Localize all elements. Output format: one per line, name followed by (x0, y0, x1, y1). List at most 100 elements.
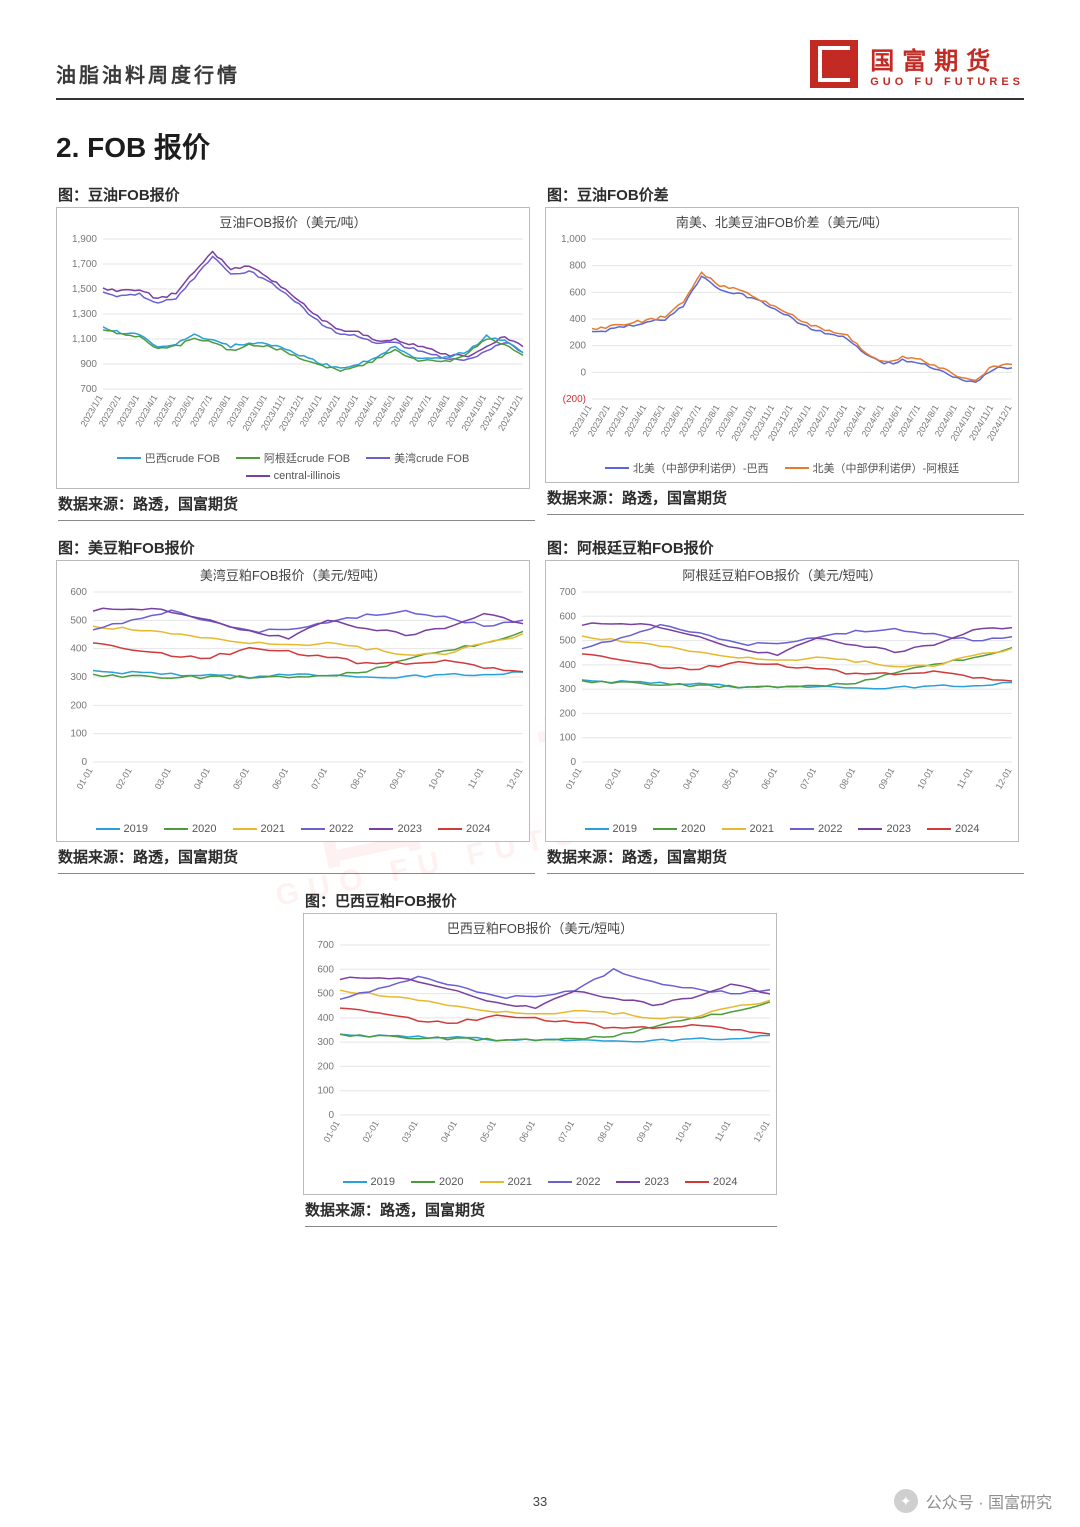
svg-text:100: 100 (70, 729, 87, 740)
series-year2024 (93, 643, 523, 672)
doc-title: 油脂油料周度行情 (56, 59, 240, 88)
svg-text:400: 400 (559, 660, 576, 671)
legend-item: 2023 (616, 1176, 668, 1188)
svg-text:06-01: 06-01 (517, 1119, 537, 1144)
legend-item: 2024 (927, 823, 979, 835)
chart-soyoil_fob: 豆油FOB报价（美元/吨）7009001,1001,3001,5001,7001… (56, 207, 530, 489)
svg-text:200: 200 (559, 708, 576, 719)
svg-text:700: 700 (317, 941, 334, 951)
series-year2022 (93, 610, 523, 632)
legend-label: 2024 (713, 1176, 737, 1188)
legend-swatch (164, 828, 188, 830)
section-title: 2. FOB 报价 (56, 126, 1024, 166)
legend-label: 2020 (439, 1176, 463, 1188)
brand-logo-icon (810, 40, 858, 88)
svg-text:12-01: 12-01 (752, 1119, 772, 1144)
series-crude_illinois (103, 252, 523, 357)
chart-legend: 北美（中部伊利诺伊）-巴西北美（中部伊利诺伊）-阿根廷 (546, 456, 1018, 482)
legend-swatch (236, 457, 260, 459)
svg-text:05-01: 05-01 (231, 766, 251, 791)
legend-item: 2024 (685, 1176, 737, 1188)
svg-text:600: 600 (317, 964, 334, 975)
chart-label: 图：豆油FOB价差 (547, 184, 1024, 205)
legend-item: 2019 (343, 1176, 395, 1188)
svg-text:200: 200 (70, 700, 87, 711)
legend-label: 2019 (371, 1176, 395, 1188)
legend-swatch (616, 1181, 640, 1183)
legend-label: 2021 (750, 823, 774, 835)
legend-swatch (96, 828, 120, 830)
svg-text:300: 300 (317, 1037, 334, 1048)
legend-label: 2022 (576, 1176, 600, 1188)
svg-text:1,000: 1,000 (561, 235, 586, 245)
legend-label: 美湾crude FOB (394, 450, 469, 466)
svg-text:0: 0 (580, 367, 586, 378)
svg-text:03-01: 03-01 (642, 766, 662, 791)
legend-label: 阿根廷crude FOB (264, 450, 350, 466)
svg-text:04-01: 04-01 (681, 766, 701, 791)
chart-title: 豆油FOB报价（美元/吨） (57, 208, 529, 235)
legend-swatch (790, 828, 814, 830)
chart-label: 图：巴西豆粕FOB报价 (305, 890, 777, 911)
brand-name-cn: 国富期货 (870, 41, 1024, 76)
svg-text:07-01: 07-01 (556, 1119, 576, 1144)
header-divider (56, 98, 1024, 100)
chart-title: 美湾豆粕FOB报价（美元/短吨） (57, 561, 529, 588)
legend-swatch (858, 828, 882, 830)
svg-text:07-01: 07-01 (798, 766, 818, 791)
legend-swatch (927, 828, 951, 830)
legend-label: 2020 (192, 823, 216, 835)
chart-title: 阿根廷豆粕FOB报价（美元/短吨） (546, 561, 1018, 588)
svg-text:06-01: 06-01 (759, 766, 779, 791)
svg-text:11-01: 11-01 (955, 766, 975, 790)
svg-text:03-01: 03-01 (153, 766, 173, 791)
legend-label: 2020 (681, 823, 705, 835)
legend-item: 2020 (164, 823, 216, 835)
svg-text:400: 400 (317, 1013, 334, 1024)
svg-text:500: 500 (317, 989, 334, 1000)
legend-label: 2023 (886, 823, 910, 835)
svg-text:04-01: 04-01 (439, 1119, 459, 1144)
svg-text:11-01: 11-01 (466, 766, 486, 790)
chart-legend: 201920202021202220232024 (57, 819, 529, 841)
series-year2024 (340, 1008, 770, 1034)
legend-item: 阿根廷crude FOB (236, 450, 350, 466)
legend-swatch (785, 467, 809, 469)
legend-swatch (301, 828, 325, 830)
svg-text:02-01: 02-01 (114, 766, 134, 791)
svg-text:1,100: 1,100 (72, 334, 97, 345)
svg-text:10-01: 10-01 (915, 766, 935, 791)
svg-text:400: 400 (70, 644, 87, 655)
series-year2021 (93, 626, 523, 655)
svg-text:700: 700 (559, 588, 576, 598)
chart-source: 数据来源：路透，国富期货 (547, 846, 1024, 874)
legend-item: 2019 (96, 823, 148, 835)
svg-text:500: 500 (70, 615, 87, 626)
svg-text:400: 400 (569, 314, 586, 325)
svg-text:03-01: 03-01 (400, 1119, 420, 1144)
svg-text:05-01: 05-01 (478, 1119, 498, 1144)
legend-label: 2022 (329, 823, 353, 835)
legend-item: 2022 (790, 823, 842, 835)
svg-text:600: 600 (569, 287, 586, 298)
legend-label: 2023 (644, 1176, 668, 1188)
svg-text:200: 200 (569, 341, 586, 352)
svg-text:900: 900 (80, 359, 97, 370)
legend-item: 2020 (411, 1176, 463, 1188)
svg-text:100: 100 (559, 733, 576, 744)
legend-swatch (366, 457, 390, 459)
page-header: 油脂油料周度行情 国富期货 GUO FU FUTURES (56, 40, 1024, 96)
svg-text:1,700: 1,700 (72, 259, 97, 270)
svg-text:300: 300 (559, 684, 576, 695)
series-year2020 (93, 631, 523, 678)
svg-text:800: 800 (569, 261, 586, 272)
svg-text:(200): (200) (563, 394, 586, 405)
svg-text:1,300: 1,300 (72, 309, 97, 320)
legend-item: central-illinois (246, 470, 341, 482)
legend-label: 2024 (466, 823, 490, 835)
legend-label: 北美（中部伊利诺伊）-巴西 (633, 460, 769, 476)
svg-text:08-01: 08-01 (595, 1119, 615, 1144)
legend-swatch (480, 1181, 504, 1183)
series-crude_usg (103, 257, 523, 361)
wechat-footer: ✦ 公众号 · 国富研究 (894, 1489, 1052, 1513)
